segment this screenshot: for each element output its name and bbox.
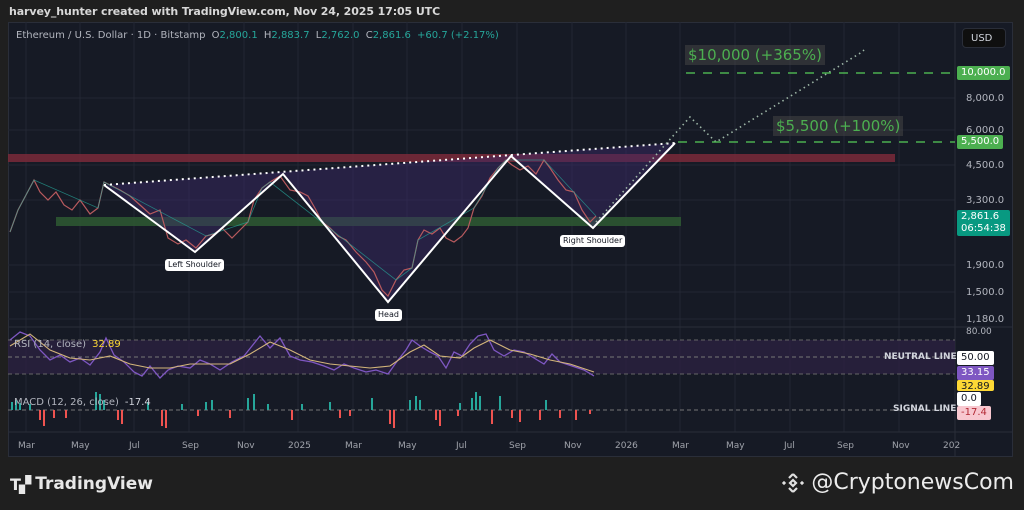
price-tick: 4,500.0 <box>966 160 1005 171</box>
time-tick: May <box>71 441 90 451</box>
target-10000-label: $10,000 (+365%) <box>685 45 825 65</box>
rsi-ma-line <box>9 333 595 373</box>
time-tick: Nov <box>564 441 582 451</box>
time-tick: Sep <box>837 441 854 451</box>
price-tick: 6,000.0 <box>966 125 1005 136</box>
target-5500-label: $5,500 (+100%) <box>773 116 904 136</box>
resistance-zone <box>8 154 895 162</box>
time-tick: Nov <box>892 441 910 451</box>
macd-zero-tag: 0.0 <box>957 392 981 406</box>
cryptonews-handle: @CryptonewsCom <box>811 470 1014 495</box>
high-value: 2,883.7 <box>271 30 310 41</box>
time-tick: 2025 <box>288 441 311 451</box>
price-tick: 1,500.0 <box>966 287 1005 298</box>
rsi-ma-tag: 32.89 <box>957 380 994 391</box>
price-tick: 1,180.0 <box>966 314 1005 325</box>
neutral-line-label: NEUTRAL LINE <box>884 352 957 362</box>
open-value: 2,800.1 <box>219 30 258 41</box>
time-tick: Mar <box>18 441 35 451</box>
time-tick: Jul <box>129 441 140 451</box>
last-price-tag: 2,861.6 06:54:38 <box>957 210 1010 236</box>
symbol-name: Ethereum / U.S. Dollar · 1D · Bitstamp <box>16 30 206 41</box>
support-zone <box>56 217 681 226</box>
price-tag-10000: 10,000.0 <box>957 66 1010 80</box>
time-tick: Mar <box>672 441 689 451</box>
open-key: O <box>211 30 220 41</box>
price-tag-5500: 5,500.0 <box>957 135 1004 149</box>
rsi-neutral-tag: 50.00 <box>957 351 994 365</box>
time-tick: Sep <box>182 441 199 451</box>
time-tick: May <box>398 441 417 451</box>
cryptonews-logo: @CryptonewsCom <box>781 470 1014 495</box>
price-tick: 1,900.0 <box>966 260 1005 271</box>
time-tick: 2026 <box>615 441 638 451</box>
right-shoulder-label: Right Shoulder <box>560 235 626 247</box>
tradingview-icon: T▞ <box>10 474 31 494</box>
chart-credit: harvey_hunter created with TradingView.c… <box>9 5 441 18</box>
macd-value: -17.4 <box>124 397 151 408</box>
time-tick: Jul <box>456 441 467 451</box>
price-tick: 3,300.0 <box>966 195 1005 206</box>
low-value: 2,762.0 <box>321 30 360 41</box>
signal-line-label: SIGNAL LINE <box>893 404 957 414</box>
time-tick: Sep <box>509 441 526 451</box>
bar-countdown: 06:54:38 <box>961 223 1006 234</box>
high-key: H <box>263 30 272 41</box>
rsi-ma-value: 32.89 <box>92 339 121 350</box>
time-tick: 202 <box>943 441 961 451</box>
rsi-top-tick: 80.00 <box>966 327 992 337</box>
time-tick: Nov <box>237 441 255 451</box>
rsi-name: RSI (14, close) <box>14 339 87 350</box>
rsi-value-tag: 33.15 <box>957 366 994 380</box>
macd-histogram <box>11 392 591 428</box>
low-key: L <box>315 30 322 41</box>
close-value: 2,861.6 <box>372 30 411 41</box>
change-value: +60.7 (+2.17%) <box>417 30 499 41</box>
last-price: 2,861.6 <box>961 211 1000 222</box>
projection-path <box>595 49 865 223</box>
binance-diamond-icon <box>782 472 805 493</box>
time-tick: Mar <box>345 441 362 451</box>
close-key: C <box>365 30 373 41</box>
rsi-line <box>9 331 595 379</box>
macd-signal-tag: -17.4 <box>957 406 991 420</box>
pattern-lines <box>103 142 676 304</box>
rsi-title[interactable]: RSI (14, close) 32.89 <box>14 339 121 350</box>
macd-name: MACD (12, 26, close) <box>14 397 119 408</box>
tradingview-logo: T▞ TradingView <box>10 474 153 494</box>
time-tick: Jul <box>784 441 795 451</box>
symbol-legend[interactable]: Ethereum / U.S. Dollar · 1D · Bitstamp O… <box>16 30 499 41</box>
head-label: Head <box>375 309 402 321</box>
chart-frame <box>8 22 1013 457</box>
left-shoulder-label: Left Shoulder <box>165 259 225 271</box>
pattern-fill <box>104 143 675 302</box>
macd-title[interactable]: MACD (12, 26, close) -17.4 <box>14 397 151 408</box>
currency-button[interactable]: USD <box>962 28 1006 48</box>
price-tick: 8,000.0 <box>966 93 1005 104</box>
tradingview-wordmark: TradingView <box>35 474 153 494</box>
time-tick: May <box>726 441 745 451</box>
